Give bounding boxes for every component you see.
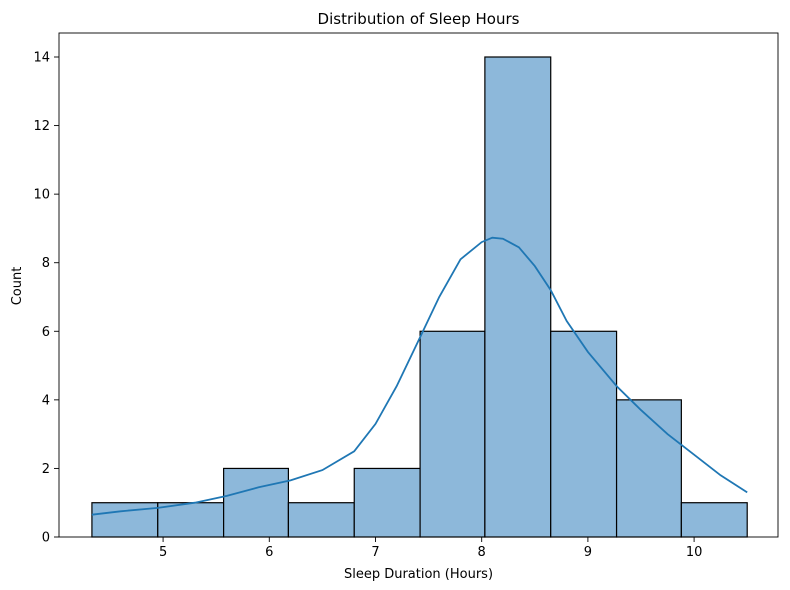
histogram-bars bbox=[91, 56, 748, 538]
y-tick-label: 10 bbox=[33, 188, 50, 203]
y-axis-label: Count bbox=[10, 267, 25, 306]
y-tick-label: 12 bbox=[33, 119, 50, 134]
x-axis-ticks: 5 6 7 8 9 10 bbox=[159, 537, 702, 560]
histogram-bar-7 bbox=[550, 330, 618, 538]
x-axis-label: Sleep Duration (Hours) bbox=[344, 567, 493, 582]
histogram-bar-2 bbox=[223, 467, 290, 538]
x-tick-label: 6 bbox=[265, 545, 273, 560]
y-tick-label: 2 bbox=[42, 462, 50, 477]
y-tick-label: 0 bbox=[42, 531, 50, 546]
y-axis-ticks: 0 2 4 6 8 10 12 14 bbox=[33, 51, 59, 546]
y-tick-label: 4 bbox=[42, 393, 50, 408]
y-tick-label: 14 bbox=[33, 51, 50, 66]
y-tick-label: 6 bbox=[42, 325, 50, 340]
histogram-bar-4 bbox=[353, 467, 421, 538]
histogram-bar-5 bbox=[419, 330, 486, 538]
histogram-bar-0 bbox=[91, 502, 159, 538]
x-tick-label: 8 bbox=[478, 545, 486, 560]
x-tick-label: 9 bbox=[584, 545, 592, 560]
histogram-bar-9 bbox=[680, 502, 748, 538]
histogram-bar-1 bbox=[157, 502, 225, 538]
y-tick-label: 8 bbox=[42, 256, 50, 271]
histogram-bar-3 bbox=[287, 502, 355, 538]
plot-frame bbox=[58, 32, 779, 538]
x-tick-label: 10 bbox=[686, 545, 703, 560]
histogram-bar-8 bbox=[615, 399, 682, 538]
histogram-bar-6 bbox=[484, 56, 552, 538]
x-tick-label: 7 bbox=[371, 545, 379, 560]
chart-title: Distribution of Sleep Hours bbox=[318, 10, 520, 28]
x-tick-label: 5 bbox=[159, 545, 167, 560]
kde-curve bbox=[91, 236, 748, 516]
